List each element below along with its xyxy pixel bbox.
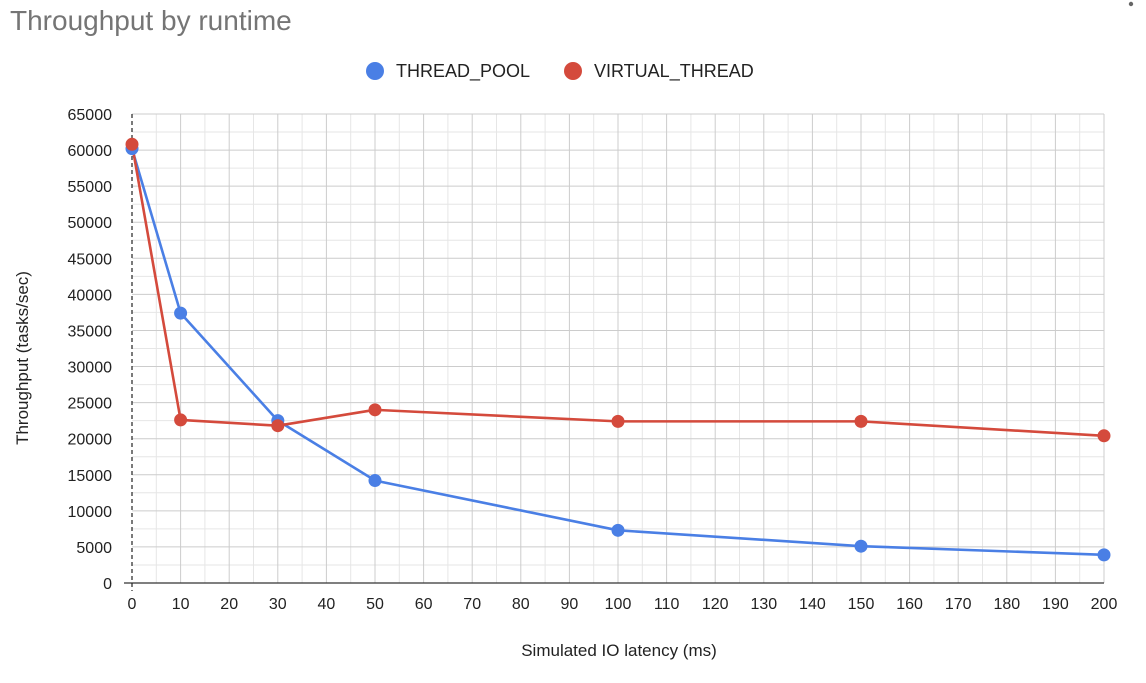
y-tick-label: 20000	[68, 432, 113, 449]
data-point-virtual_thread[interactable]	[854, 414, 868, 428]
legend-marker-virtual_thread	[564, 62, 582, 80]
gridlines	[132, 113, 1105, 583]
x-tick-label: 10	[172, 596, 190, 613]
axes	[124, 114, 1104, 591]
y-tick-label: 35000	[68, 323, 113, 340]
data-point-thread_pool[interactable]	[368, 474, 382, 488]
y-axis-title: Throughput (tasks/sec)	[13, 271, 32, 445]
x-tick-label: 90	[561, 596, 579, 613]
data-point-virtual_thread[interactable]	[368, 403, 382, 417]
menu-dot-icon[interactable]	[1128, 1, 1134, 7]
x-tick-label: 0	[128, 596, 137, 613]
data-point-virtual_thread[interactable]	[125, 137, 139, 151]
data-point-virtual_thread[interactable]	[1097, 429, 1111, 443]
y-tick-label: 45000	[68, 251, 113, 268]
x-axis-ticks: 0 10 20 30 40 50 60 70 80 90 100 110 120 130 140 150 160…	[128, 596, 1118, 613]
x-tick-label: 120	[702, 596, 729, 613]
legend-label-thread_pool: THREAD_POOL	[396, 61, 530, 82]
y-tick-label: 0	[103, 576, 112, 593]
x-tick-label: 20	[220, 596, 238, 613]
x-tick-label: 60	[415, 596, 433, 613]
y-tick-label: 30000	[68, 360, 113, 377]
y-tick-label: 10000	[68, 504, 113, 521]
legend-marker-thread_pool	[366, 62, 384, 80]
data-point-virtual_thread[interactable]	[271, 419, 285, 433]
y-tick-label: 15000	[68, 468, 113, 485]
x-tick-label: 100	[605, 596, 632, 613]
x-tick-label: 150	[848, 596, 875, 613]
y-tick-label: 25000	[68, 396, 113, 413]
data-point-virtual_thread[interactable]	[611, 414, 625, 428]
legend-label-virtual_thread: VIRTUAL_THREAD	[594, 61, 754, 82]
x-axis-title: Simulated IO latency (ms)	[521, 641, 717, 660]
y-tick-label: 50000	[68, 215, 113, 232]
series-layer	[125, 137, 1111, 562]
chart-title: Throughput by runtime	[10, 5, 292, 36]
y-tick-label: 40000	[68, 287, 113, 304]
y-tick-label: 60000	[68, 143, 113, 160]
x-tick-label: 70	[463, 596, 481, 613]
y-tick-label: 55000	[68, 179, 113, 196]
x-tick-label: 40	[318, 596, 336, 613]
data-point-thread_pool[interactable]	[174, 306, 188, 320]
x-tick-label: 110	[654, 596, 680, 613]
legend: THREAD_POOL VIRTUAL_THREAD	[366, 61, 754, 82]
y-axis-ticks: 0 5000 10000 15000 20000 25000 30000 35000 40000…	[68, 107, 113, 593]
y-tick-label: 5000	[76, 540, 112, 557]
x-tick-label: 130	[750, 596, 777, 613]
x-tick-label: 140	[799, 596, 826, 613]
x-tick-label: 190	[1042, 596, 1069, 613]
x-tick-label: 200	[1091, 596, 1118, 613]
data-point-virtual_thread[interactable]	[174, 413, 188, 427]
y-tick-label: 65000	[68, 107, 113, 124]
x-tick-label: 180	[993, 596, 1020, 613]
x-tick-label: 160	[896, 596, 923, 613]
data-point-thread_pool[interactable]	[1097, 548, 1111, 562]
x-tick-label: 80	[512, 596, 530, 613]
x-tick-label: 30	[269, 596, 287, 613]
data-point-thread_pool[interactable]	[854, 539, 868, 553]
x-tick-label: 50	[366, 596, 384, 613]
data-point-thread_pool[interactable]	[611, 523, 625, 537]
x-tick-label: 170	[945, 596, 972, 613]
